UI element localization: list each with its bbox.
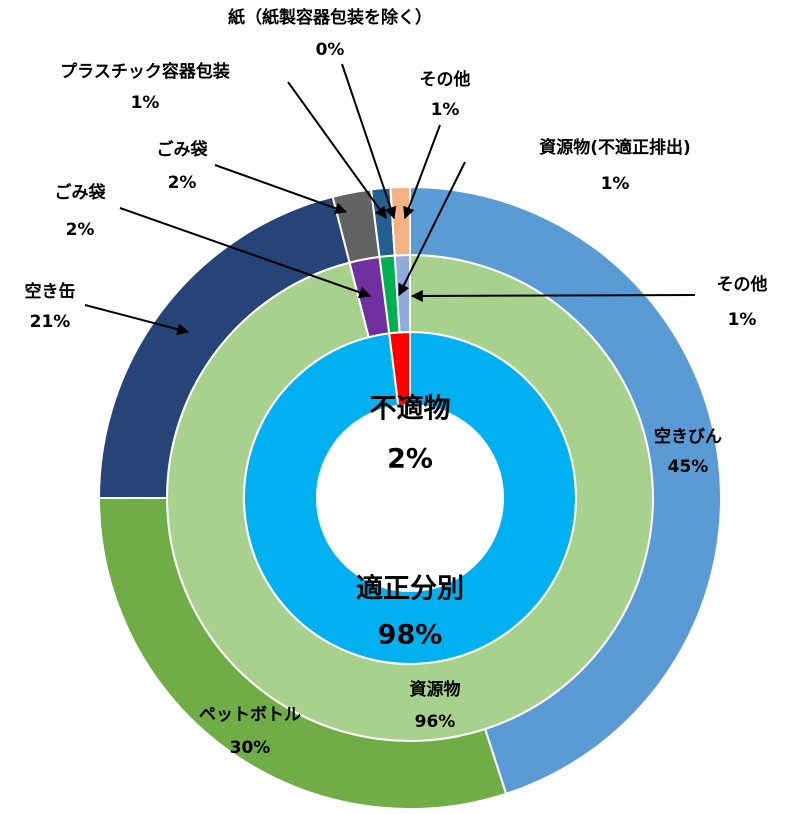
leader-line [410, 289, 696, 302]
value-label: 98% [378, 620, 443, 651]
value-label: 2% [66, 220, 95, 240]
leader-line [287, 81, 387, 219]
leader-line [119, 207, 372, 299]
leader-line [341, 63, 397, 220]
slice-label: 資源物(不適正排出) [539, 137, 691, 158]
leader-line [398, 161, 466, 297]
slice-label: 資源物 [410, 679, 461, 700]
value-label: 1% [131, 93, 160, 113]
slice-label: 空きびん [654, 426, 722, 447]
slice-label: プラスチック容器包装 [60, 61, 230, 82]
leader-line [214, 164, 348, 215]
value-label: 30% [230, 738, 271, 758]
value-label: 1% [601, 174, 630, 194]
slice-label: 空き缶 [25, 281, 76, 302]
slice [389, 185, 411, 257]
leader-line [403, 124, 441, 220]
value-label: 2% [168, 173, 197, 193]
value-label: 1% [728, 310, 757, 330]
value-label: 96% [415, 712, 456, 732]
value-label: 0% [316, 40, 345, 60]
slice-label: ペットボトル [199, 705, 301, 725]
slice-label: ごみ袋 [55, 182, 107, 203]
value-label: 45% [668, 457, 709, 477]
slice [409, 185, 722, 796]
value-label: 21% [30, 312, 71, 332]
slice-label: 適正分別 [356, 573, 464, 605]
value-label: 2% [387, 444, 433, 475]
slice-label: 紙（紙製容器包装を除く） [228, 7, 432, 28]
slice-label: その他 [420, 69, 471, 90]
slice-label: その他 [717, 274, 768, 295]
slice-label: 不適物 [370, 393, 451, 425]
value-label: 1% [431, 100, 460, 120]
leader-line [84, 304, 190, 336]
slice-label: ごみ袋 [157, 139, 209, 160]
